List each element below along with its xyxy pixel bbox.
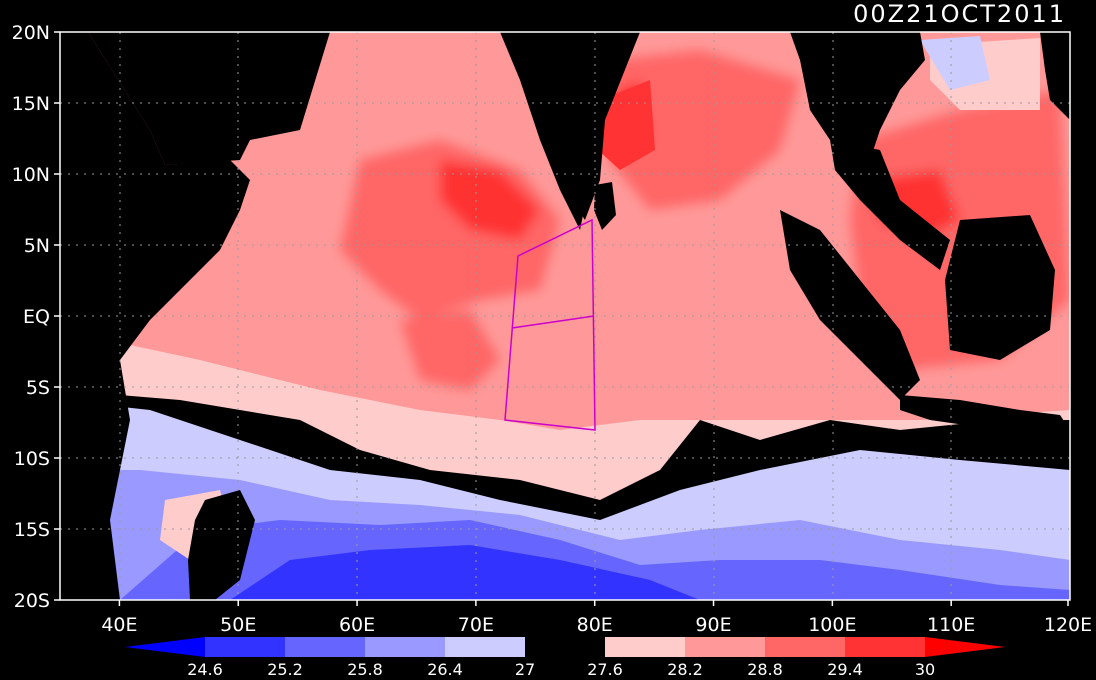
map-plot-area [60,32,1070,600]
colorbar-level-label: 27 [515,660,535,679]
colorbar-swatch [765,637,845,657]
colorbar-under-arrow [125,637,205,657]
colorbar-level-label: 24.6 [187,660,223,679]
colorbar-swatch [685,637,765,657]
lat-tick-label: 5N [24,235,50,257]
latitude-axis: 20N 15N 10N 5N EQ 5S 10S 15S 20S [12,22,60,612]
colorbar-swatch [445,637,525,657]
colorbar-swatch [605,637,685,657]
colorbar-swatch [205,637,285,657]
land-east-africa [60,32,250,600]
lat-tick-label: 5S [26,377,50,399]
colorbar-level-label: 28.8 [747,660,783,679]
map-timestamp: 00Z21OCT2011 [853,0,1066,28]
map-gridlines [60,32,1070,600]
lon-tick-label: 110E [927,614,975,636]
lon-tick-label: 50E [220,614,256,636]
sst-band-24-6 [230,545,700,600]
sst-patch-scs-cool [920,36,990,90]
land-philippines-area [1040,32,1070,120]
sst-patch-29-4-a [440,160,540,240]
land-sumatra [780,210,920,400]
lon-tick-label: 40E [101,614,137,636]
lat-tick-label: 15N [12,93,50,115]
colorbar-level-label: 30 [915,660,935,679]
lat-tick-label: 10N [12,164,50,186]
land-madagascar [188,490,255,600]
colorbar-level-label: 27.6 [587,660,623,679]
colorbar-over-arrow [925,637,1005,657]
colorbar: 24.6 25.2 25.8 26.4 27 27.6 28.2 28.8 29.4 30 [125,637,1005,679]
lon-tick-label: 60E [339,614,375,636]
sst-patch-28-8-d [400,310,500,390]
colorbar-level-label: 26.4 [427,660,463,679]
lon-tick-label: 90E [695,614,731,636]
colorbar-swatch [845,637,925,657]
lat-tick-label: 10S [14,448,50,470]
region-box [504,218,596,431]
colorbar-level-label: 25.2 [267,660,303,679]
land-india [330,32,640,220]
colorbar-level-label: 28.2 [667,660,703,679]
lat-tick-label: 20S [14,590,50,612]
lat-tick-label: 20N [12,22,50,44]
lon-tick-label: 70E [458,614,494,636]
lon-tick-label: 80E [577,614,613,636]
sst-patch-28-8-b [610,50,800,210]
lon-tick-label: 120E [1044,614,1092,636]
lat-tick-label: 15S [14,519,50,541]
temperature-field [60,32,1070,600]
land-sri-lanka [594,182,616,230]
colorbar-level-label: 25.8 [347,660,383,679]
land-masses [60,32,1070,600]
colorbar-level-label: 29.4 [827,660,863,679]
land-southeast-asia [790,32,925,160]
colorbar-swatch [365,637,445,657]
colorbar-swatch [525,637,605,657]
land-arabia-africa [60,32,640,230]
land-java [900,395,1070,430]
land-malay-peninsula [830,140,950,270]
land-borneo [945,215,1055,360]
lat-tick-label: EQ [23,306,50,328]
colorbar-swatch [285,637,365,657]
longitude-axis: 40E 50E 60E 70E 80E 90E 100E 110E 120E [101,600,1092,636]
lon-tick-label: 100E [808,614,856,636]
